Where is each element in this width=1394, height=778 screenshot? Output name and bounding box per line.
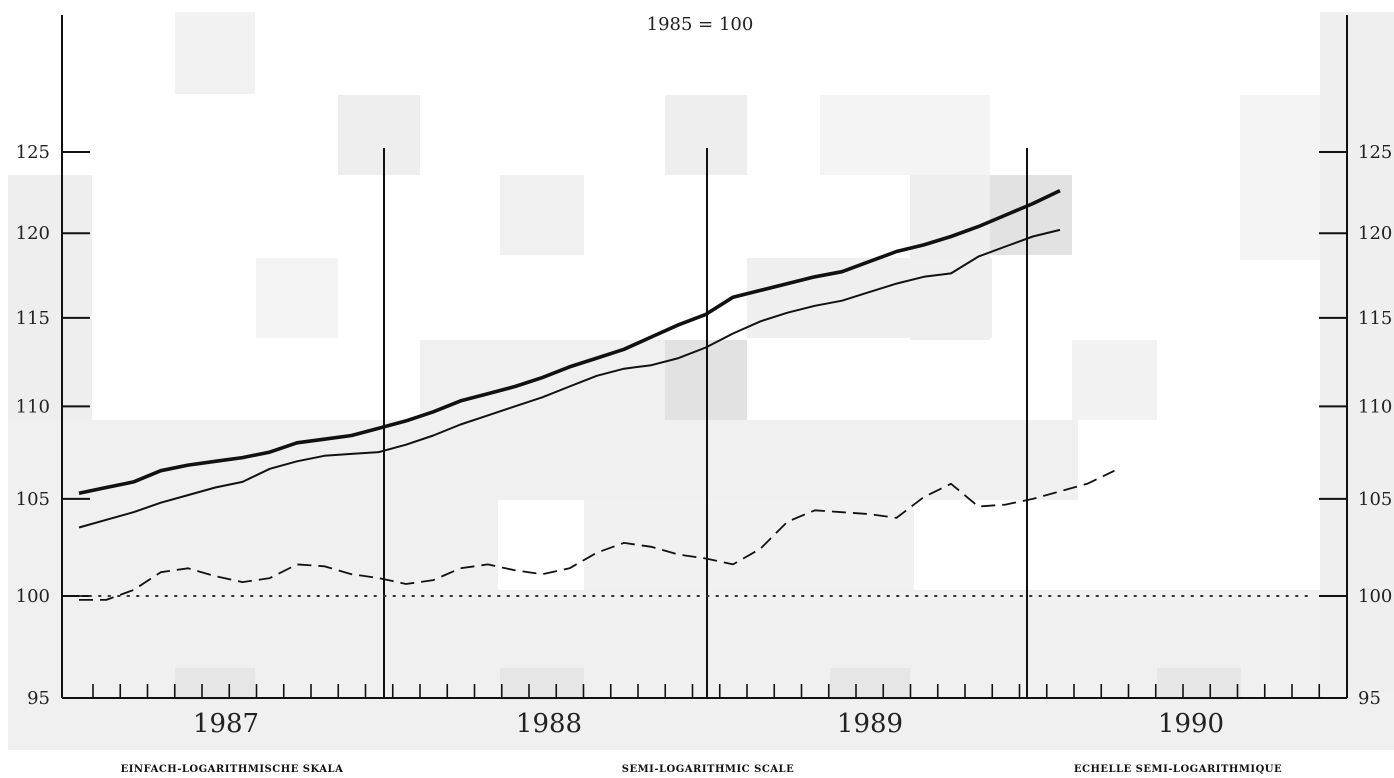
y-tick-label-left: 105 [16,489,50,510]
mosaic-tile [747,258,992,338]
x-year-label: 1989 [837,709,903,739]
mosaic-tile [820,95,990,175]
y-tick-label-right: 95 [1358,688,1381,709]
base-year-note: 1985 = 100 [647,14,754,35]
y-tick-label-left: 110 [16,396,50,417]
x-year-label: 1990 [1158,709,1224,739]
mosaic-tile [8,420,1078,500]
mosaic-tile [584,500,914,590]
y-tick-label-left: 95 [27,688,50,709]
y-tick-label-left: 125 [16,142,50,163]
y-tick-label-right: 125 [1358,142,1392,163]
footer-right-note: ECHELLE SEMI-LOGARITHMIQUE [1074,764,1282,775]
mosaic-tile [8,175,92,420]
mosaic-tile [1072,340,1157,420]
y-tick-label-left: 115 [16,308,50,329]
footer-center-note: SEMI-LOGARITHMIC SCALE [622,764,794,775]
series-dashed [79,469,1115,601]
y-tick-label-right: 120 [1358,223,1392,244]
y-tick-label-left: 100 [16,586,50,607]
y-tick-label-right: 115 [1358,308,1392,329]
y-axis-left: 95 100 105 110 115 120 125 [16,142,90,709]
year-dividers [383,148,1028,698]
x-year-label: 1988 [516,709,582,739]
y-tick-label-right: 105 [1358,489,1392,510]
footer-left-note: EINFACH-LOGARITHMISCHE SKALA [121,764,344,775]
mosaic-tile [256,258,338,338]
series-layer [78,188,1311,601]
x-axis-year-labels: 1987 1988 1989 1990 [193,709,1224,739]
x-axis-ticks [92,684,1321,698]
mosaic-tile [420,340,665,420]
mosaic-tile [175,12,255,94]
y-tick-label-right: 100 [1358,586,1392,607]
series-solid-thin [78,228,1061,529]
mosaic-tile [500,175,584,255]
mosaic-tile [8,500,498,590]
series-solid-thick [78,188,1061,495]
mosaic-tile [8,700,1394,750]
y-tick-label-right: 110 [1358,396,1392,417]
y-axis-right: 95 100 105 110 115 120 125 [1319,142,1392,709]
mosaic-tile [1320,12,1394,692]
y-tick-label-left: 120 [16,223,50,244]
mosaic-tile [338,95,420,175]
x-year-label: 1987 [193,709,259,739]
mosaic-tile [1240,95,1320,260]
